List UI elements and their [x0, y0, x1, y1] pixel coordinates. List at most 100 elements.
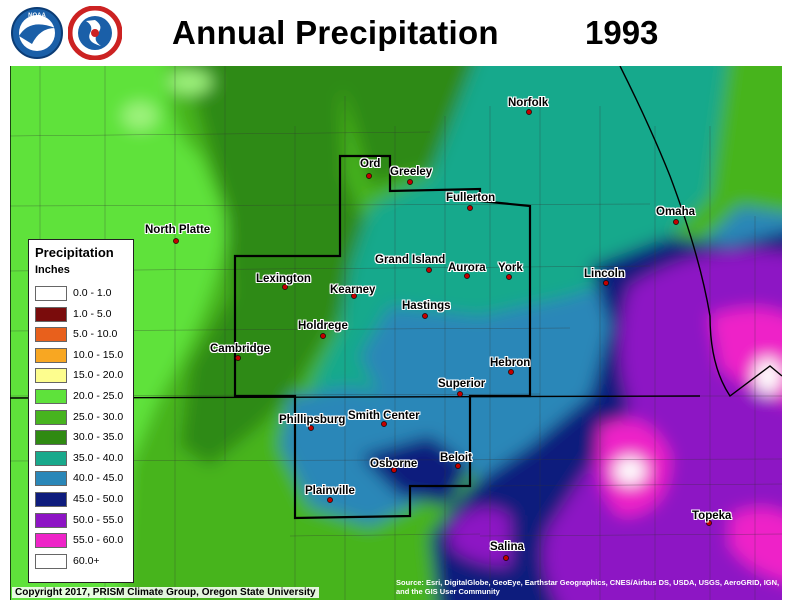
legend-swatch	[35, 533, 67, 549]
city-label: Smith Center	[348, 410, 420, 422]
city-label: Grand Island	[375, 254, 446, 266]
map-title: Annual Precipitation	[172, 14, 499, 51]
city-label: Osborne	[370, 458, 418, 470]
city-marker	[366, 173, 372, 179]
legend-swatch	[35, 471, 67, 487]
city-marker	[320, 333, 326, 339]
legend-item: 15.0 - 20.0	[35, 368, 131, 384]
legend-swatch	[35, 286, 67, 301]
city-label: North Platte	[145, 224, 211, 236]
city-label: Hastings	[402, 300, 451, 312]
legend-swatch	[35, 389, 67, 404]
city-marker	[455, 463, 461, 469]
legend-item: 30.0 - 35.0	[35, 430, 131, 446]
map-year: 1993	[585, 14, 659, 51]
legend-swatch	[35, 347, 67, 363]
city-label: Lincoln	[584, 268, 625, 280]
city-marker	[422, 313, 428, 319]
city-marker	[308, 425, 314, 431]
city-label: Omaha	[656, 206, 695, 218]
legend-label: 35.0 - 40.0	[73, 451, 124, 464]
city-label: Lexington	[256, 273, 311, 285]
legend-item: 35.0 - 40.0	[35, 450, 131, 466]
legend-item: 25.0 - 30.0	[35, 409, 131, 425]
legend-swatch	[35, 512, 67, 528]
legend-item: 20.0 - 25.0	[35, 389, 131, 404]
legend-label: 30.0 - 35.0	[73, 431, 124, 444]
city-label: Plainville	[305, 485, 355, 497]
legend-units: Inches	[35, 264, 70, 276]
city-markers	[173, 109, 712, 561]
city-marker	[282, 284, 288, 290]
city-marker	[327, 497, 333, 503]
legend-item: 55.0 - 60.0	[35, 533, 131, 549]
city-marker	[464, 273, 470, 279]
legend-label: 0.0 - 1.0	[73, 287, 112, 299]
city-marker	[173, 238, 179, 244]
legend-swatch	[35, 450, 67, 466]
legend-item: 60.0+	[35, 553, 131, 569]
header: NOAA Annual Precipitation 1993	[0, 0, 792, 64]
copyright-text: Copyright 2017, PRISM Climate Group, Ore…	[12, 587, 319, 598]
city-marker	[673, 219, 679, 225]
legend-label: 5.0 - 10.0	[73, 328, 118, 341]
city-label: Superior	[438, 378, 486, 390]
legend-label: 1.0 - 5.0	[73, 307, 112, 320]
source-attribution: Source: Esri, DigitalGlobe, GeoEye, Eart…	[396, 578, 780, 596]
city-label: Greeley	[390, 166, 433, 178]
city-label: Phillipsburg	[279, 414, 346, 426]
city-label: Fullerton	[446, 192, 496, 204]
legend-swatch	[35, 409, 67, 425]
city-marker	[503, 555, 509, 561]
legend-label: 10.0 - 15.0	[73, 348, 124, 361]
legend-item: 45.0 - 50.0	[35, 492, 131, 507]
city-marker	[467, 205, 473, 211]
city-label: Cambridge	[210, 343, 271, 355]
city-marker	[235, 355, 241, 361]
city-marker	[603, 280, 609, 286]
legend-label: 55.0 - 60.0	[73, 534, 124, 547]
city-marker	[526, 109, 532, 115]
legend-label: 45.0 - 50.0	[73, 493, 124, 505]
city-label: Holdrege	[298, 320, 348, 332]
city-marker	[457, 391, 463, 397]
legend-item: 10.0 - 15.0	[35, 347, 131, 363]
city-marker	[508, 369, 514, 375]
legend-swatch	[35, 430, 67, 446]
legend-label: 20.0 - 25.0	[73, 390, 124, 402]
legend-label: 60.0+	[73, 554, 100, 567]
legend-swatch	[35, 327, 67, 343]
city-marker	[506, 274, 512, 280]
svg-text:NOAA: NOAA	[28, 13, 46, 19]
city-marker	[407, 179, 413, 185]
legend-swatch	[35, 553, 67, 569]
city-marker	[706, 520, 712, 526]
city-label: Beloit	[440, 452, 472, 464]
city-label: Ord	[360, 158, 381, 170]
legend-item: 40.0 - 45.0	[35, 471, 131, 487]
legend-label: 25.0 - 30.0	[73, 410, 124, 423]
legend-swatch	[35, 306, 67, 322]
city-label: Aurora	[448, 262, 486, 274]
legend-swatch	[35, 492, 67, 507]
city-label: Hebron	[490, 357, 531, 369]
city-marker	[426, 267, 432, 273]
legend-item: 50.0 - 55.0	[35, 512, 131, 528]
city-label: York	[498, 262, 523, 274]
legend-label: 15.0 - 20.0	[73, 369, 124, 382]
legend-swatch	[35, 368, 67, 384]
city-label: Salina	[490, 541, 524, 553]
legend-item: 1.0 - 5.0	[35, 306, 131, 322]
nws-logo-icon	[68, 6, 122, 60]
legend: Precipitation Inches 0.0 - 1.0 1.0 - 5.0 5…	[28, 239, 134, 583]
city-marker	[351, 293, 357, 299]
legend-item: 0.0 - 1.0	[35, 286, 131, 301]
noaa-logo-icon: NOAA	[11, 7, 63, 59]
legend-label: 50.0 - 55.0	[73, 513, 124, 526]
city-marker	[381, 421, 387, 427]
legend-label: 40.0 - 45.0	[73, 472, 124, 485]
legend-title: Precipitation	[35, 245, 114, 260]
legend-item: 5.0 - 10.0	[35, 327, 131, 343]
city-label: Norfolk	[508, 97, 549, 109]
city-marker	[391, 467, 397, 473]
